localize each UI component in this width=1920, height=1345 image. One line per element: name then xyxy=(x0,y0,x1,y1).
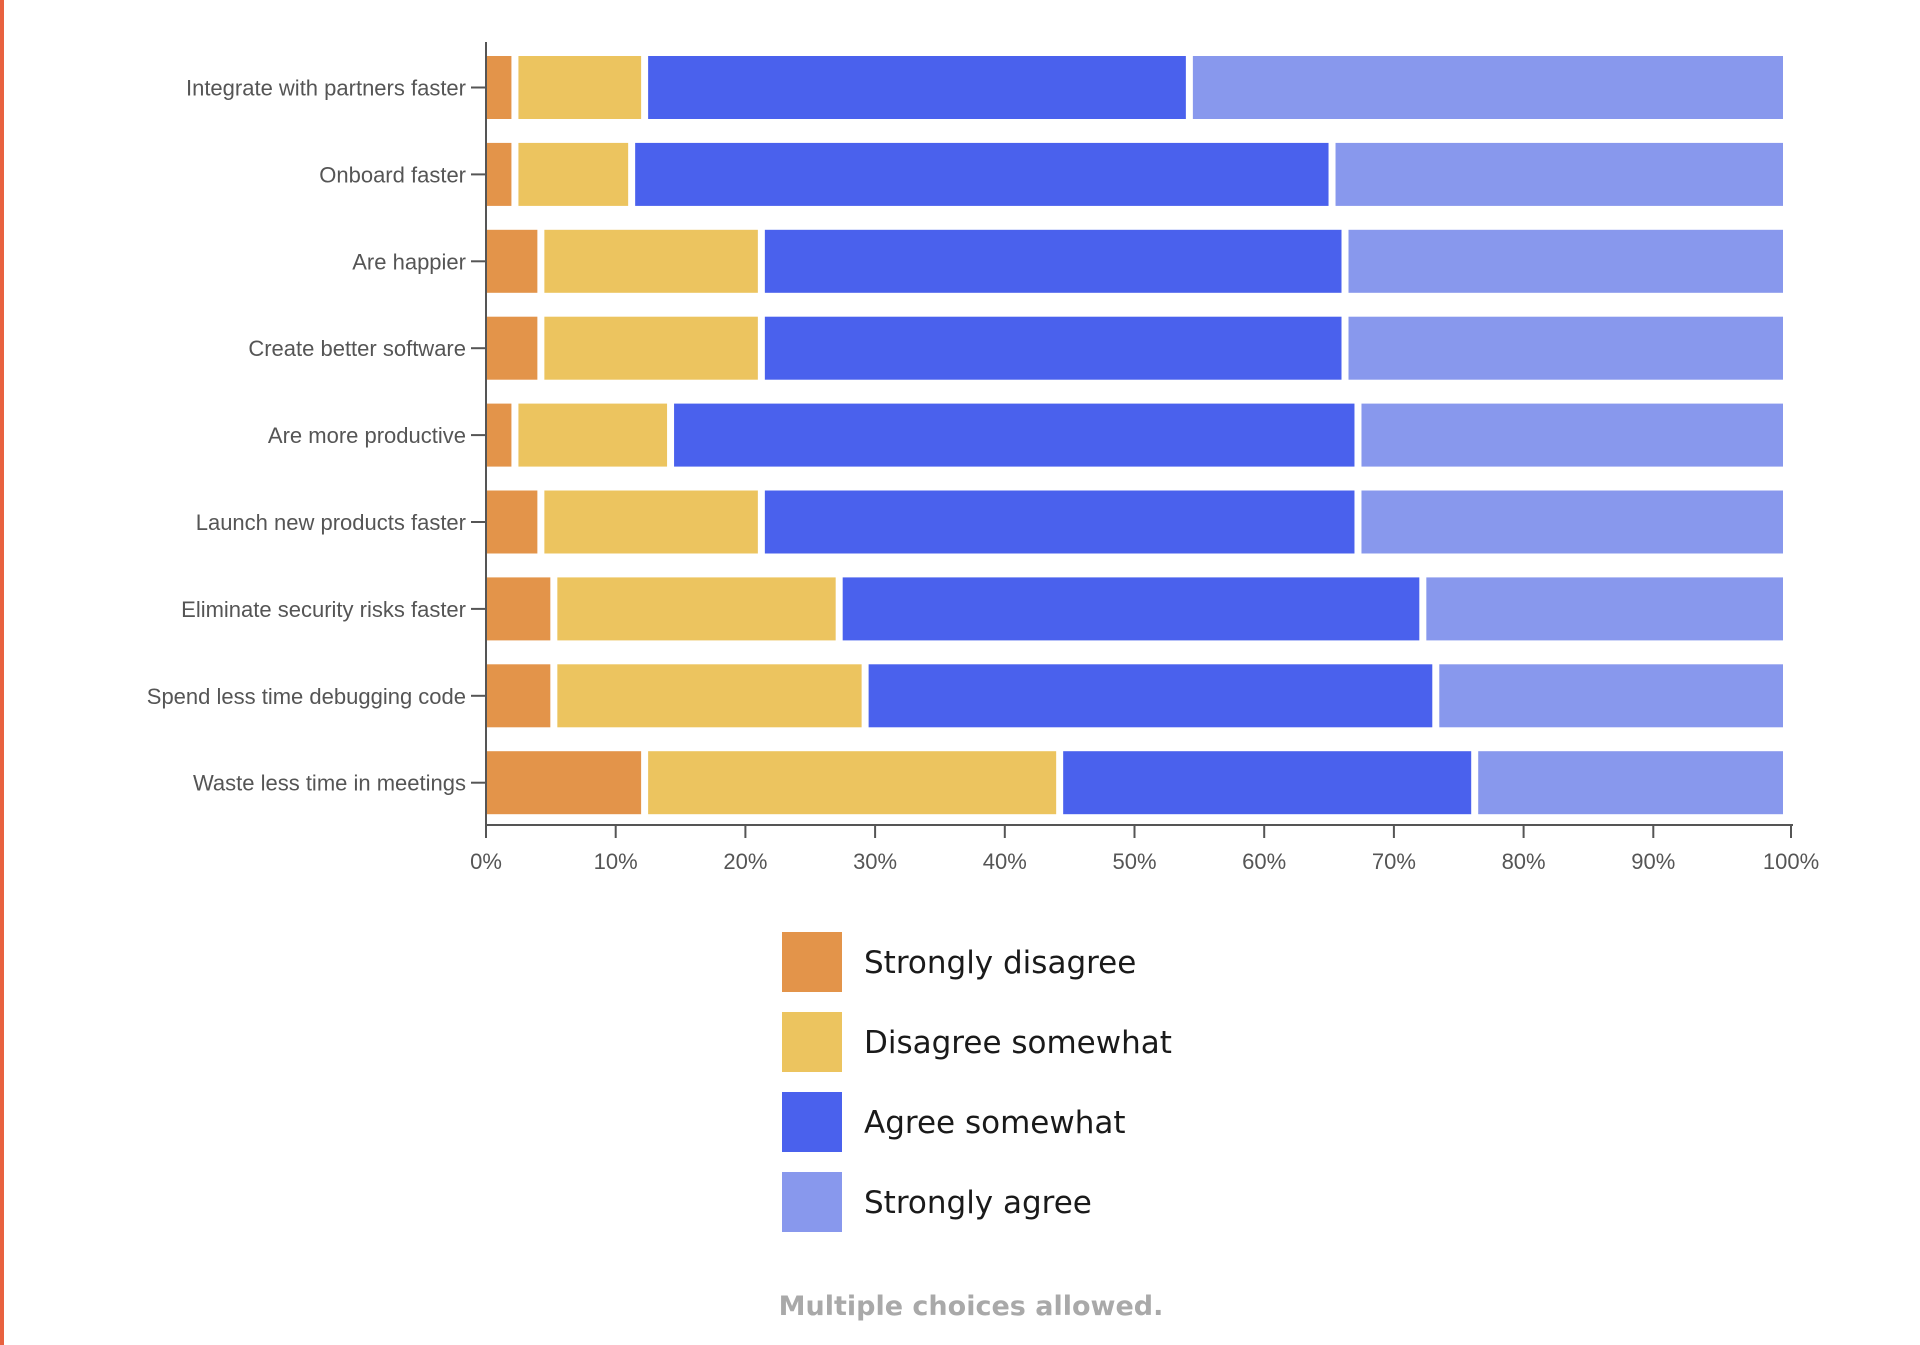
bar-segment-4-2 xyxy=(674,403,1355,467)
bar-segment-4-0 xyxy=(486,403,512,467)
x-tick-label: 40% xyxy=(983,849,1027,874)
bar-segment-6-0 xyxy=(486,577,551,641)
bar-segment-3-1 xyxy=(544,316,758,380)
x-tick-label: 30% xyxy=(853,849,897,874)
legend-swatch xyxy=(782,1172,842,1232)
x-tick-label: 80% xyxy=(1502,849,1546,874)
category-label: Are more productive xyxy=(268,423,466,448)
category-label: Eliminate security risks faster xyxy=(181,597,466,622)
category-label: Spend less time debugging code xyxy=(147,684,466,709)
legend-label: Strongly disagree xyxy=(864,945,1136,981)
x-tick-label: 10% xyxy=(594,849,638,874)
bar-segment-4-1 xyxy=(518,403,668,467)
legend-label: Agree somewhat xyxy=(864,1105,1126,1141)
bar-segment-2-2 xyxy=(764,229,1342,293)
bar-segment-6-3 xyxy=(1426,577,1783,641)
bar-segment-7-1 xyxy=(557,664,862,728)
bar-segment-2-1 xyxy=(544,229,758,293)
bar-segment-7-2 xyxy=(868,664,1433,728)
bar-segment-5-3 xyxy=(1361,490,1783,554)
footnote: Multiple choices allowed. xyxy=(779,1291,1164,1322)
x-tick-label: 20% xyxy=(723,849,767,874)
x-axis: 0% 10% 20% 30% 40% 50% 60% 70% 80% 90% 100% xyxy=(470,824,1819,874)
bar-segment-3-3 xyxy=(1348,316,1783,380)
legend: Strongly disagree Disagree somewhat Agree … xyxy=(782,932,1172,1232)
category-label: Create better software xyxy=(248,336,466,361)
legend-swatch xyxy=(782,1092,842,1152)
x-tick-label: 70% xyxy=(1372,849,1416,874)
bar-segment-0-0 xyxy=(486,56,512,119)
bar-segment-0-2 xyxy=(648,56,1186,119)
category-label: Onboard faster xyxy=(319,162,466,187)
x-tick-label: 0% xyxy=(470,849,502,874)
bar-segment-5-1 xyxy=(544,490,758,554)
bar-segment-5-2 xyxy=(764,490,1355,554)
category-label: Launch new products faster xyxy=(196,510,466,535)
bar-segment-0-3 xyxy=(1192,56,1783,119)
bar-segment-7-3 xyxy=(1439,664,1783,728)
y-axis: Integrate with partners faster Onboard fa… xyxy=(147,42,487,825)
bar-segment-2-3 xyxy=(1348,229,1783,293)
bar-segment-6-2 xyxy=(842,577,1420,641)
bar-segment-7-0 xyxy=(486,664,551,728)
x-tick-label: 50% xyxy=(1112,849,1156,874)
bar-segment-3-0 xyxy=(486,316,538,380)
bar-segment-8-2 xyxy=(1063,751,1472,815)
bar-segment-5-0 xyxy=(486,490,538,554)
bar-segment-1-3 xyxy=(1335,142,1783,206)
category-label: Waste less time in meetings xyxy=(193,771,466,796)
bar-segment-8-0 xyxy=(486,751,642,815)
bars-group xyxy=(486,56,1783,815)
bar-segment-1-2 xyxy=(635,142,1329,206)
bar-segment-4-3 xyxy=(1361,403,1783,467)
x-tick-label: 90% xyxy=(1631,849,1675,874)
bar-segment-8-3 xyxy=(1478,751,1783,815)
left-accent-rule xyxy=(0,0,4,1345)
legend-label: Disagree somewhat xyxy=(864,1025,1172,1061)
bar-segment-3-2 xyxy=(764,316,1342,380)
x-tick-label: 100% xyxy=(1763,849,1819,874)
category-label: Integrate with partners faster xyxy=(186,76,466,101)
legend-swatch xyxy=(782,1012,842,1072)
category-label: Are happier xyxy=(352,249,466,274)
bar-segment-0-1 xyxy=(518,56,642,119)
x-tick-label: 60% xyxy=(1242,849,1286,874)
bar-segment-6-1 xyxy=(557,577,836,641)
bar-segment-2-0 xyxy=(486,229,538,293)
bar-segment-1-0 xyxy=(486,142,512,206)
legend-swatch xyxy=(782,932,842,992)
legend-label: Strongly agree xyxy=(864,1185,1092,1221)
bar-segment-1-1 xyxy=(518,142,629,206)
bar-segment-8-1 xyxy=(648,751,1057,815)
